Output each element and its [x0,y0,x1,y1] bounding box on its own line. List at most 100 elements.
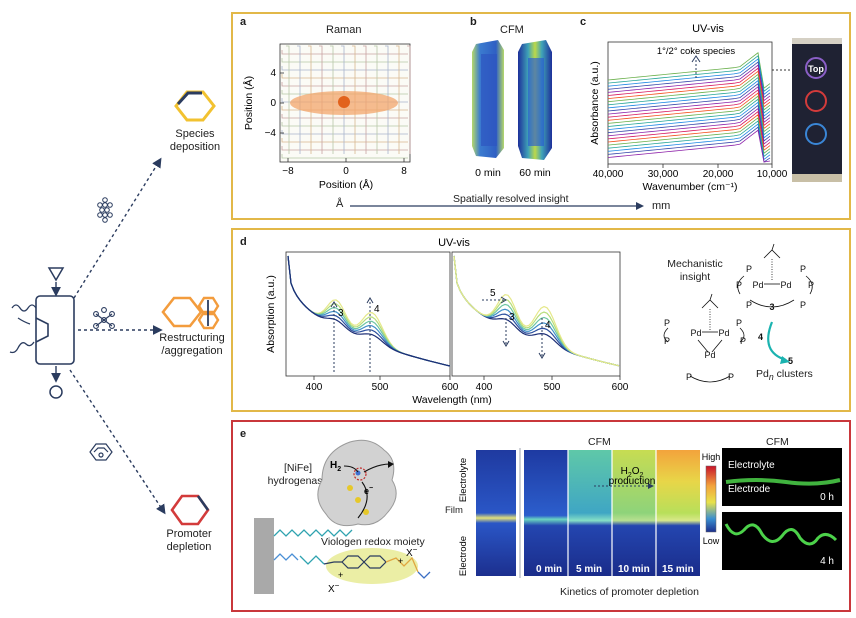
scale-right-label: mm [652,200,671,212]
scale-left-label: Å [336,198,344,210]
uvc-xtick: 40,000 [593,169,624,180]
kinetics-label: Kinetics of promoter depletion [560,586,699,598]
uvvis-coke-curve [607,64,771,102]
cfm-right-title: CFM [766,436,789,448]
promoter-depletion-label: Promoter depletion [166,528,212,553]
uvvis-coke-curve [607,58,771,96]
deposition-hexagon-icon [174,90,216,122]
panel-a-title: Raman [326,24,362,36]
colorbar-high: High [702,452,721,462]
uvvis-coke-curve [607,92,771,130]
zeolite-mesh-line [297,45,301,154]
zeolite-mesh-line [281,82,408,87]
wavy-light-out [9,341,35,354]
uvvis-coke-curve [607,117,771,154]
svg-text:P: P [736,318,742,328]
compound-5-label: 5 [788,356,793,366]
reactor-notch [35,317,49,343]
reactor-body [35,295,75,365]
svg-text:P: P [746,300,752,310]
zeolite-mesh-line [281,138,408,143]
panel-a-letter: a [240,16,247,28]
cfm-title: CFM [588,436,611,448]
svg-text:Pd: Pd [704,350,715,360]
cfm-crystals: 0 min 60 min [472,40,552,179]
column-top-label: Top [808,64,824,74]
panel-d [231,228,851,412]
uvvis-coke-curve [607,67,771,105]
electrode-block [254,518,274,594]
right-peak-4-label: 4 [545,320,551,331]
cfm-right-time-4h: 4 h [820,556,834,567]
uvc-xtick: 30,000 [648,169,679,180]
zeolite-mesh-line [281,146,408,151]
h2o2-label: H2O2 [621,466,644,479]
cfm-film-label: Film [445,505,463,516]
uvvis-coke-curve [607,83,771,120]
zeolite-mesh-line [396,45,400,154]
enzyme-surface [317,439,397,527]
svg-text:P: P [746,264,752,274]
electron-label: e− [364,485,373,496]
viologen-label: Viologen redox moiety [321,536,425,548]
uvc-xlabel: Wavenumber (cm⁻¹) [643,181,738,193]
cfm-kinetics-images: 0 min 5 min 10 min 15 min H2O2 productio… [458,448,721,578]
promoter-hexagon-icon [170,494,210,526]
raman-ytick: 4 [270,68,276,79]
uvd-xtick: 500 [372,382,389,393]
peak-5-label: 5 [490,288,496,299]
svg-text:P: P [800,300,806,310]
coke-annotation: 1°/2° coke species [657,46,736,57]
uvvis-coke-curve [607,123,771,161]
uvvis-coke-curve [607,55,771,92]
triangle-icon [47,267,65,282]
svg-text:Pd: Pd [718,328,729,338]
uvd-xlabel: Wavelength (nm) [412,394,492,406]
zeolite-mesh-line [385,45,389,154]
x-minus-left: X− [328,581,340,595]
uvvis-coke-curve [607,126,771,163]
peak-4-label: 4 [374,304,380,315]
arrow-to-deposition [73,157,162,299]
svg-text:P: P [808,280,814,290]
svg-text:P: P [664,318,670,328]
uvvis-coke-curve [607,95,771,133]
panel-b-letter: b [470,16,477,28]
uvvis-coke-curve [607,104,771,142]
mechanistic-insight-label: Mechanistic insight [667,258,723,283]
uvvis-coke-curve [607,79,771,117]
compound-4-label: 4 [758,332,763,342]
right-peak-3-label: 3 [509,312,515,323]
svg-text:P: P [740,336,746,346]
zeolite-mesh-line [281,154,408,159]
left-schematic [9,90,220,526]
svg-text:+: + [398,556,403,566]
panel-e-letter: e [240,428,247,440]
panel-d-letter: d [240,236,247,248]
uvvis-coke-curve [607,107,771,145]
raman-ytick: −4 [265,128,277,139]
raman-ylabel: Position (Å) [242,76,255,130]
zeolite-mesh-line [407,45,411,154]
cfm-time-5min: 5 min [576,564,602,575]
uvvis-coke-curve [607,61,771,99]
network-icon [93,307,115,329]
cfm-electrode-label: Electrode [458,536,469,576]
production-label: production [609,476,656,487]
x-minus-right: X− [406,545,418,559]
uvvis-coke-curve [607,73,771,111]
panel-d-title: UV-vis [438,237,470,249]
cfm-right-electrode: Electrode [728,484,771,495]
uvvis-coke-curve [607,52,771,89]
zeolite-mesh-line [281,122,408,127]
cfm-electrolyte-label: Electrolyte [458,458,469,502]
grid-cluster-icon [97,197,113,223]
uvc-ylabel: Absorbance (a.u.) [589,61,601,144]
uvvis-coke-curve [607,76,771,114]
panel-e [231,420,851,612]
species-deposition-label: Species deposition [169,128,221,153]
colorbar-low: Low [703,536,720,546]
cfm-right-images: Electrolyte Electrode 0 h 4 h [722,448,842,570]
svg-text:+: + [338,570,343,580]
